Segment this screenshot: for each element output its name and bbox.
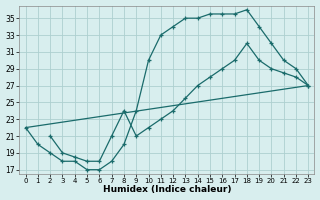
X-axis label: Humidex (Indice chaleur): Humidex (Indice chaleur) [103,185,231,194]
